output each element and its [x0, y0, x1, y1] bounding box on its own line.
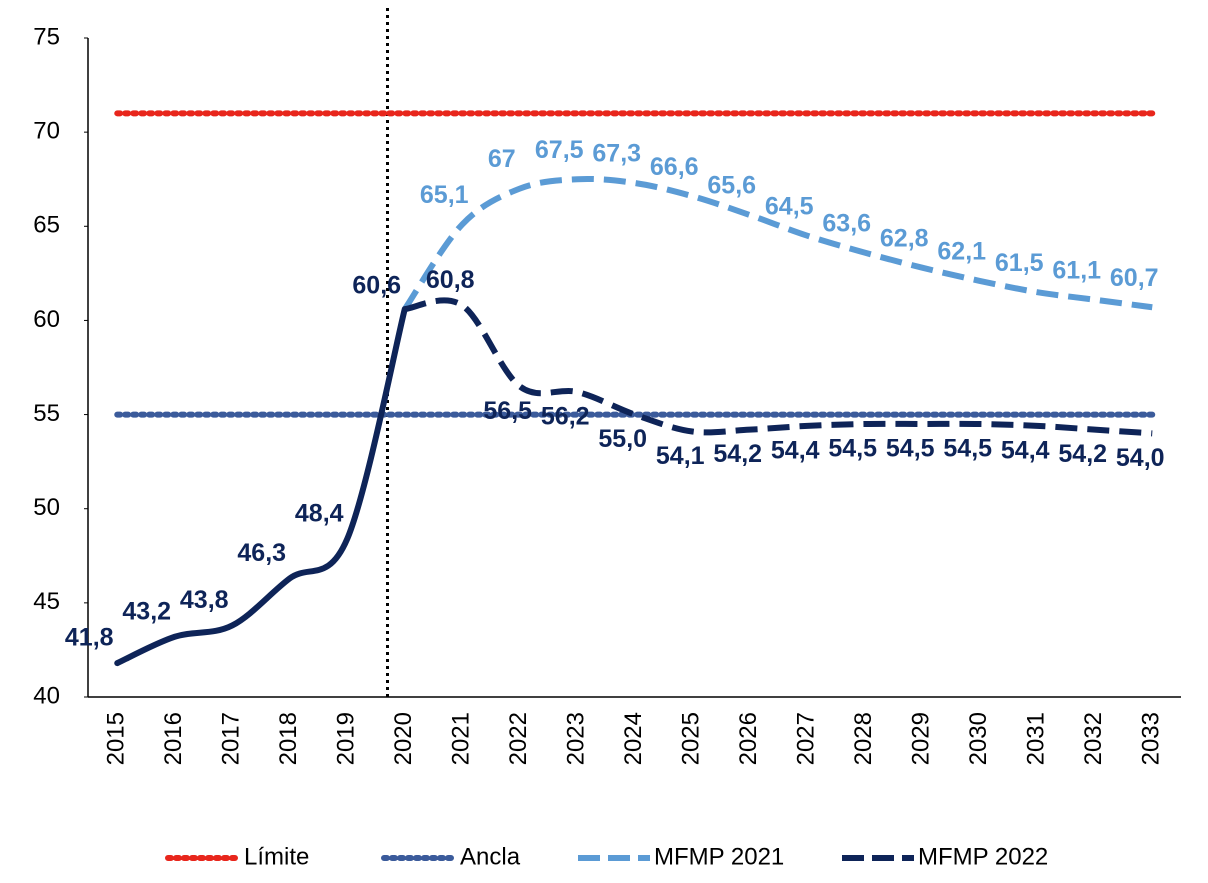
data-label: 64,5 [765, 192, 814, 220]
data-label: 67,3 [592, 140, 641, 168]
x-tick-label: 2021 [448, 712, 475, 765]
data-label: 61,1 [1052, 256, 1101, 284]
data-label: 63,6 [822, 209, 871, 237]
x-tick-label: 2033 [1138, 712, 1165, 765]
data-label: 43,2 [122, 597, 171, 625]
y-tick-label: 40 [33, 682, 60, 709]
x-tick-label: 2025 [678, 712, 705, 765]
legend-label: MFMP 2021 [654, 843, 784, 870]
y-tick-label: 75 [33, 23, 60, 50]
x-tick-label: 2030 [965, 712, 992, 765]
x-tick-label: 2027 [793, 712, 820, 765]
data-label: 67,5 [535, 136, 584, 164]
x-tick-label: 2020 [390, 712, 417, 765]
x-tick-label: 2024 [620, 712, 647, 765]
data-label: 56,5 [483, 397, 532, 425]
line [402, 175, 1153, 311]
x-tick-label: 2016 [160, 712, 187, 765]
data-label: 61,5 [995, 249, 1044, 277]
data-label: 67 [488, 145, 516, 173]
y-tick-label: 45 [33, 588, 60, 615]
legend-label: Ancla [460, 843, 521, 870]
line [114, 306, 408, 667]
data-label: 54,2 [1058, 440, 1107, 468]
x-tick-label: 2019 [333, 712, 360, 765]
x-tick-label: 2031 [1023, 712, 1050, 765]
data-label: 66,6 [650, 153, 699, 181]
legend-label: Límite [244, 843, 309, 870]
legend-label: MFMP 2022 [918, 843, 1048, 870]
x-tick-label: 2018 [275, 712, 302, 765]
x-tick-label: 2017 [218, 712, 245, 765]
data-label: 62,1 [937, 237, 986, 265]
data-label: 48,4 [295, 499, 344, 527]
data-label: 43,8 [180, 586, 229, 614]
data-label: 60,6 [352, 272, 401, 300]
data-label: 65,6 [707, 172, 756, 200]
data-label: 41,8 [65, 624, 114, 652]
x-tick-label: 2022 [505, 712, 532, 765]
x-tick-label: 2032 [1080, 712, 1107, 765]
data-label: 54,5 [828, 435, 877, 463]
data-label: 55,0 [598, 425, 647, 453]
x-tick-label: 2029 [908, 712, 935, 765]
data-label: 60,7 [1110, 264, 1159, 292]
line [404, 297, 1153, 437]
y-tick-label: 70 [33, 117, 60, 144]
data-label: 54,5 [943, 435, 992, 463]
data-label: 62,8 [880, 224, 929, 252]
data-label: 54,2 [713, 440, 762, 468]
data-label: 46,3 [237, 539, 286, 567]
data-label: 54,0 [1116, 444, 1165, 472]
y-tick-label: 55 [33, 400, 60, 427]
data-label: 65,1 [420, 181, 469, 209]
y-tick-label: 50 [33, 494, 60, 521]
data-label: 54,5 [886, 435, 935, 463]
data-label: 54,1 [656, 442, 705, 470]
x-tick-label: 2026 [735, 712, 762, 765]
x-tick-label: 2023 [563, 712, 590, 765]
data-label: 54,4 [1001, 436, 1050, 464]
data-label: 60,8 [426, 266, 475, 294]
x-tick-label: 2028 [850, 712, 877, 765]
y-tick-label: 65 [33, 212, 60, 239]
data-label: 56,2 [541, 403, 590, 431]
x-tick-label: 2015 [103, 712, 130, 765]
data-label: 54,4 [771, 436, 820, 464]
y-tick-label: 60 [33, 306, 60, 333]
